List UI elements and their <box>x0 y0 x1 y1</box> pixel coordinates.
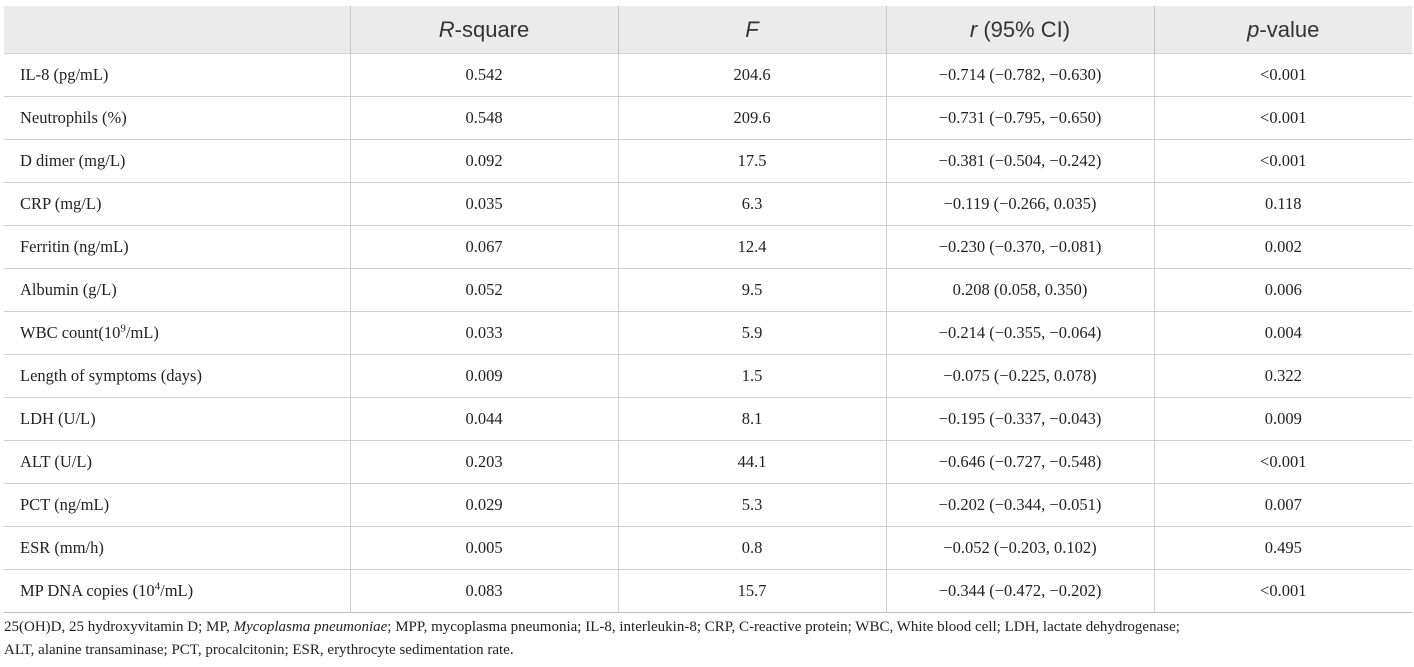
row-variable-label: CRP (mg/L) <box>4 182 350 226</box>
row-variable-label: Length of symptoms (days) <box>4 354 350 398</box>
cell-r-square: 0.035 <box>349 182 618 226</box>
cell-r-ci: −0.214 (−0.355, −0.064) <box>885 311 1154 355</box>
cell-r-square: 0.029 <box>349 483 618 527</box>
cell-f: 9.5 <box>617 268 886 312</box>
header-variable <box>4 6 350 54</box>
row-variable-label: ESR (mm/h) <box>4 526 350 570</box>
table-row: PCT (ng/mL) 0.029 5.3 −0.202 (−0.344, −0.05… <box>4 483 1412 527</box>
cell-r-ci: 0.208 (0.058, 0.350) <box>885 268 1154 312</box>
table-row: IL-8 (pg/mL) 0.542 204.6 −0.714 (−0.782, −0… <box>4 53 1412 97</box>
row-variable-label: WBC count(109/mL) <box>4 311 350 355</box>
cell-p-value: <0.001 <box>1153 139 1412 183</box>
cell-r-ci: −0.195 (−0.337, −0.043) <box>885 397 1154 441</box>
footnote-text-1: 25(OH)D, 25 hydroxyvitamin D; MP, <box>4 619 234 635</box>
cell-r-square: 0.203 <box>349 440 618 484</box>
cell-r-square: 0.067 <box>349 225 618 269</box>
cell-f: 8.1 <box>617 397 886 441</box>
cell-p-value: <0.001 <box>1153 96 1412 140</box>
cell-f: 44.1 <box>617 440 886 484</box>
table-row: Neutrophils (%) 0.548 209.6 −0.731 (−0.795,… <box>4 96 1412 140</box>
header-f: F <box>617 6 886 54</box>
cell-f: 6.3 <box>617 182 886 226</box>
cell-p-value: 0.002 <box>1153 225 1412 269</box>
table-row: Length of symptoms (days) 0.009 1.5 −0.075 … <box>4 354 1412 398</box>
cell-r-square: 0.009 <box>349 354 618 398</box>
cell-r-ci: −0.075 (−0.225, 0.078) <box>885 354 1154 398</box>
cell-p-value: <0.001 <box>1153 53 1412 97</box>
cell-r-ci: −0.344 (−0.472, −0.202) <box>885 569 1154 613</box>
cell-f: 12.4 <box>617 225 886 269</box>
cell-r-ci: −0.052 (−0.203, 0.102) <box>885 526 1154 570</box>
row-variable-label: D dimer (mg/L) <box>4 139 350 183</box>
cell-p-value: 0.495 <box>1153 526 1412 570</box>
cell-f: 0.8 <box>617 526 886 570</box>
table-body: IL-8 (pg/mL) 0.542 204.6 −0.714 (−0.782, −0… <box>4 53 1412 613</box>
cell-r-ci: −0.731 (−0.795, −0.650) <box>885 96 1154 140</box>
cell-p-value: 0.006 <box>1153 268 1412 312</box>
table-header-row: R-square F r (95% CI) p-value <box>4 6 1412 54</box>
table-row: LDH (U/L) 0.044 8.1 −0.195 (−0.337, −0.043)… <box>4 397 1412 441</box>
cell-p-value: <0.001 <box>1153 440 1412 484</box>
table-row: MP DNA copies (104/mL) 0.083 15.7 −0.344 (−… <box>4 569 1412 613</box>
table-footnote: 25(OH)D, 25 hydroxyvitamin D; MP, Mycopl… <box>4 616 1412 662</box>
cell-f: 5.9 <box>617 311 886 355</box>
cell-r-square: 0.083 <box>349 569 618 613</box>
cell-r-ci: −0.202 (−0.344, −0.051) <box>885 483 1154 527</box>
header-r-ci: r (95% CI) <box>885 6 1154 54</box>
row-variable-label: PCT (ng/mL) <box>4 483 350 527</box>
header-r-square: R-square <box>349 6 618 54</box>
cell-r-square: 0.052 <box>349 268 618 312</box>
cell-r-square: 0.548 <box>349 96 618 140</box>
cell-r-square: 0.044 <box>349 397 618 441</box>
cell-f: 1.5 <box>617 354 886 398</box>
cell-p-value: <0.001 <box>1153 569 1412 613</box>
row-variable-label: LDH (U/L) <box>4 397 350 441</box>
table-row: CRP (mg/L) 0.035 6.3 −0.119 (−0.266, 0.035)… <box>4 182 1412 226</box>
cell-p-value: 0.007 <box>1153 483 1412 527</box>
table-row: ESR (mm/h) 0.005 0.8 −0.052 (−0.203, 0.102)… <box>4 526 1412 570</box>
cell-r-square: 0.005 <box>349 526 618 570</box>
cell-r-ci: −0.381 (−0.504, −0.242) <box>885 139 1154 183</box>
table-row: ALT (U/L) 0.203 44.1 −0.646 (−0.727, −0.548… <box>4 440 1412 484</box>
row-variable-label: Ferritin (ng/mL) <box>4 225 350 269</box>
table-row: Ferritin (ng/mL) 0.067 12.4 −0.230 (−0.370,… <box>4 225 1412 269</box>
cell-p-value: 0.118 <box>1153 182 1412 226</box>
table-row: WBC count(109/mL) 0.033 5.9 −0.214 (−0.355,… <box>4 311 1412 355</box>
cell-r-ci: −0.230 (−0.370, −0.081) <box>885 225 1154 269</box>
row-variable-label: Neutrophils (%) <box>4 96 350 140</box>
footnote-italic-species: Mycoplasma pneumoniae <box>233 619 388 635</box>
results-table-container: R-square F r (95% CI) p-value IL-8 (pg/m… <box>4 6 1412 613</box>
row-variable-label: IL-8 (pg/mL) <box>4 53 350 97</box>
footnote-text-2: ; MPP, mycoplasma pneumonia; IL-8, inter… <box>387 619 1180 635</box>
regression-results-table: R-square F r (95% CI) p-value IL-8 (pg/m… <box>4 6 1412 613</box>
cell-f: 209.6 <box>617 96 886 140</box>
footnote-text-3: ALT, alanine transaminase; PCT, procalci… <box>4 642 514 658</box>
table-row: D dimer (mg/L) 0.092 17.5 −0.381 (−0.504, −… <box>4 139 1412 183</box>
cell-f: 15.7 <box>617 569 886 613</box>
cell-f: 17.5 <box>617 139 886 183</box>
cell-r-ci: −0.119 (−0.266, 0.035) <box>885 182 1154 226</box>
row-variable-label: ALT (U/L) <box>4 440 350 484</box>
row-variable-label: Albumin (g/L) <box>4 268 350 312</box>
row-variable-label: MP DNA copies (104/mL) <box>4 569 350 613</box>
cell-p-value: 0.004 <box>1153 311 1412 355</box>
cell-f: 204.6 <box>617 53 886 97</box>
cell-r-ci: −0.714 (−0.782, −0.630) <box>885 53 1154 97</box>
cell-r-square: 0.033 <box>349 311 618 355</box>
cell-r-square: 0.092 <box>349 139 618 183</box>
cell-f: 5.3 <box>617 483 886 527</box>
cell-p-value: 0.009 <box>1153 397 1412 441</box>
header-p-value: p-value <box>1153 6 1412 54</box>
table-row: Albumin (g/L) 0.052 9.5 0.208 (0.058, 0.350… <box>4 268 1412 312</box>
cell-r-ci: −0.646 (−0.727, −0.548) <box>885 440 1154 484</box>
cell-p-value: 0.322 <box>1153 354 1412 398</box>
cell-r-square: 0.542 <box>349 53 618 97</box>
